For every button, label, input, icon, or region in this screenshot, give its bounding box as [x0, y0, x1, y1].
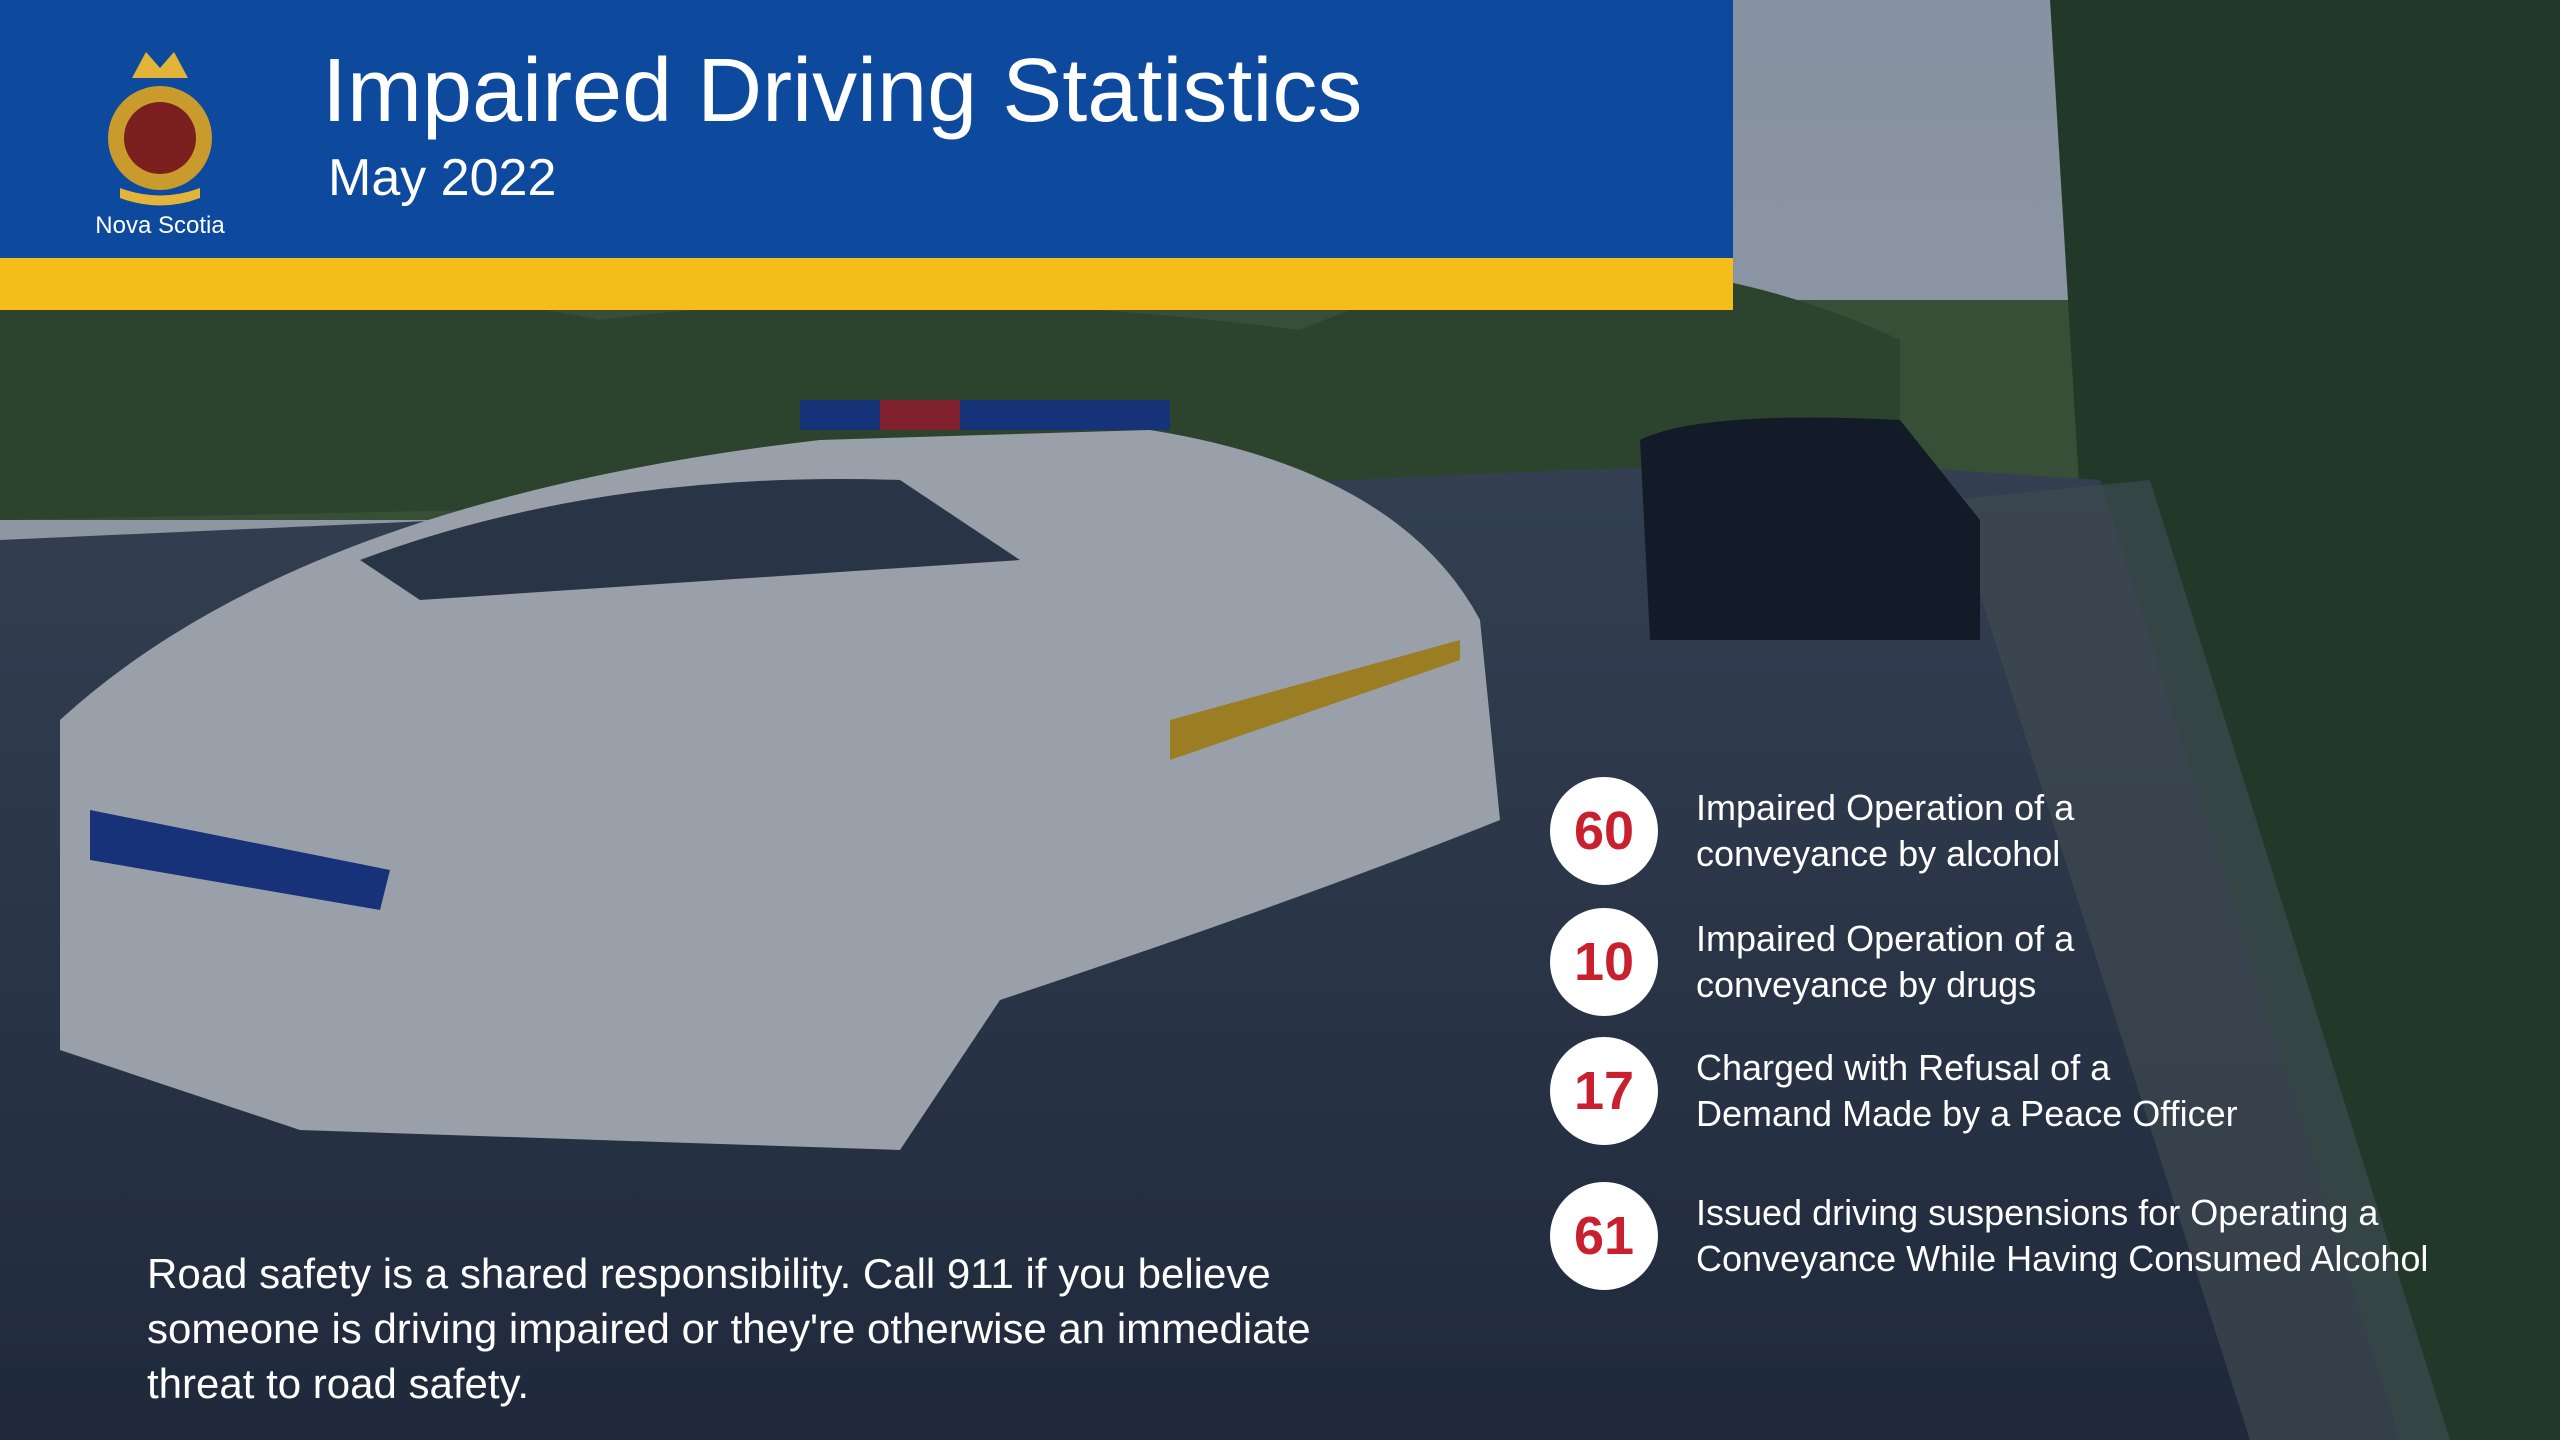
- stat-label-line: Conveyance While Having Consumed Alcohol: [1696, 1238, 2429, 1279]
- stat-label: Impaired Operation of a conveyance by alc…: [1696, 785, 2074, 877]
- title: Impaired Driving Statistics: [322, 41, 1363, 141]
- header-bar: [0, 0, 1733, 258]
- stat-label: Charged with Refusal of a Demand Made by …: [1696, 1045, 2238, 1137]
- stat-label: Issued driving suspensions for Operating…: [1696, 1190, 2428, 1282]
- stat-label-line: Impaired Operation of a: [1696, 918, 2075, 959]
- stat-item: 10 Impaired Operation of a conveyance by d…: [1550, 907, 2074, 1017]
- accent-band: [0, 258, 1733, 310]
- footer-line: Road safety is a shared responsibility. …: [147, 1250, 1271, 1297]
- stat-item: 17 Charged with Refusal of a Demand Made b…: [1550, 1036, 2238, 1146]
- footer-line: someone is driving impaired or they're o…: [147, 1305, 1311, 1352]
- footer-line: threat to road safety.: [147, 1360, 530, 1407]
- subtitle: May 2022: [328, 149, 557, 207]
- logo-caption: Nova Scotia: [95, 212, 225, 239]
- stat-number: 10: [1550, 908, 1658, 1016]
- stat-label-line: Issued driving suspensions for Operating…: [1696, 1192, 2379, 1233]
- stat-number: 61: [1550, 1182, 1658, 1290]
- stat-label-line: Charged with Refusal of a: [1696, 1047, 2111, 1088]
- stat-label-line: conveyance by alcohol: [1696, 833, 2061, 874]
- logo-crest: [108, 52, 212, 206]
- stat-label-line: Demand Made by a Peace Officer: [1696, 1093, 2238, 1134]
- stat-label-line: conveyance by drugs: [1696, 964, 2037, 1005]
- stat-label: Impaired Operation of a conveyance by dru…: [1696, 916, 2074, 1008]
- stat-item: 61 Issued driving suspensions for Operati…: [1550, 1181, 2428, 1291]
- stat-item: 60 Impaired Operation of a conveyance by a…: [1550, 776, 2074, 886]
- stat-number: 17: [1550, 1037, 1658, 1145]
- footer-message: Road safety is a shared responsibility. …: [147, 1246, 1311, 1411]
- stat-label-line: Impaired Operation of a: [1696, 787, 2075, 828]
- stat-number: 60: [1550, 777, 1658, 885]
